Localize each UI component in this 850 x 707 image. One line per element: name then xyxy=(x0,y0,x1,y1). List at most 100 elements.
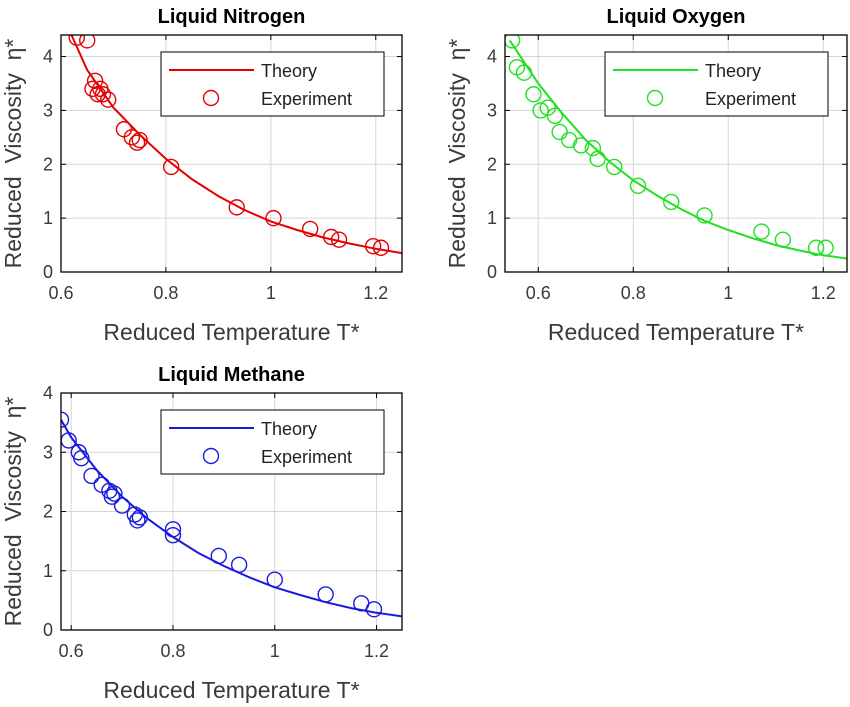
experiment-point xyxy=(100,91,117,108)
axes-frame xyxy=(60,34,403,273)
x-tick-label: 1.2 xyxy=(364,641,389,661)
x-axis-label: Reduced Temperature T* xyxy=(548,319,804,345)
chart-title: Liquid Oxygen xyxy=(607,6,746,28)
experiment-point xyxy=(123,129,141,146)
x-tick-label: 0.6 xyxy=(526,283,551,303)
y-tick-label: 1 xyxy=(43,208,53,228)
experiment-point xyxy=(807,239,825,256)
legend: Theory Experiment xyxy=(160,409,385,475)
theory-line xyxy=(70,35,402,255)
experiment-point xyxy=(317,586,334,603)
x-axis-label: Reduced Temperature T* xyxy=(103,319,359,345)
legend-label-theory: Theory xyxy=(261,419,317,439)
experiment-point xyxy=(322,228,340,246)
y-tick-label: 1 xyxy=(43,561,53,581)
experiment-point xyxy=(113,497,131,514)
experiment-point xyxy=(228,199,245,216)
chart-nitrogen: 0.6 0.8 1 1.2 0 1 2 3 4 Liquid Nitrogen Reduced Te… xyxy=(0,6,403,345)
chart-oxygen: 0.6 0.8 1 1.2 0 1 2 3 4 Liquid Oxygen Reduced Temp… xyxy=(444,6,848,345)
experiment-point xyxy=(532,102,549,119)
experiment-point xyxy=(131,509,149,526)
x-tick-label: 0.8 xyxy=(153,283,178,303)
experiment-point xyxy=(83,467,100,485)
experiment-point xyxy=(330,231,348,248)
experiment-point xyxy=(84,80,101,98)
data-layer xyxy=(505,35,847,260)
experiment-point xyxy=(817,239,834,256)
experiment-point xyxy=(525,86,542,103)
experiment-point xyxy=(103,488,121,505)
x-tick-label: 1 xyxy=(266,283,276,303)
data-layer xyxy=(68,35,402,256)
experiment-point xyxy=(86,72,104,89)
x-axis-label: Reduced Temperature T* xyxy=(103,677,359,703)
experiment-point xyxy=(572,137,590,154)
experiment-point xyxy=(61,411,70,428)
experiment-point xyxy=(131,131,148,149)
experiment-point xyxy=(663,193,680,211)
experiment-point xyxy=(696,207,713,224)
y-tick-label: 3 xyxy=(487,100,497,120)
legend-box xyxy=(160,51,385,117)
experiment-point xyxy=(753,223,770,240)
y-axis-label: Reduced Viscosity η* xyxy=(0,397,26,627)
x-tick-label: 1.2 xyxy=(811,283,836,303)
experiment-point xyxy=(606,158,623,176)
x-tick-label: 0.6 xyxy=(59,641,84,661)
experiment-point xyxy=(230,556,248,574)
y-tick-label: 2 xyxy=(43,502,53,522)
experiment-point xyxy=(505,35,521,49)
experiment-point xyxy=(210,547,227,565)
experiment-point xyxy=(546,107,564,124)
legend: Theory Experiment xyxy=(160,51,385,117)
theory-line xyxy=(508,39,847,260)
y-tick-label: 2 xyxy=(487,154,497,174)
experiment-point xyxy=(365,601,383,618)
experiment-point xyxy=(266,571,283,588)
y-tick-label: 1 xyxy=(487,208,497,228)
legend-marker-swatch xyxy=(646,89,664,107)
experiment-point xyxy=(106,485,123,502)
chart-methane: 0.6 0.8 1 1.2 0 1 2 3 4 Liquid Methane Reduced Tem… xyxy=(0,364,403,703)
experiment-point xyxy=(629,177,647,195)
legend-label-theory: Theory xyxy=(705,61,761,81)
legend-marker-swatch xyxy=(202,89,220,107)
x-tick-label: 1.2 xyxy=(363,283,388,303)
y-tick-label: 0 xyxy=(487,262,497,282)
legend-label-experiment: Experiment xyxy=(261,89,352,109)
x-tick-label: 0.6 xyxy=(48,283,73,303)
experiment-point xyxy=(372,239,390,256)
experiment-point xyxy=(265,209,282,227)
experiment-point xyxy=(584,139,602,157)
experiment-point xyxy=(129,512,146,529)
experiment-point xyxy=(589,150,606,168)
x-tick-label: 0.8 xyxy=(160,641,185,661)
experiment-point xyxy=(164,527,182,544)
x-tick-label: 1 xyxy=(270,641,280,661)
experiment-point xyxy=(79,35,96,49)
experiment-point xyxy=(164,521,182,538)
y-tick-label: 0 xyxy=(43,262,53,282)
experiment-point xyxy=(551,123,568,141)
chart-title: Liquid Methane xyxy=(158,364,305,386)
axes-frame xyxy=(504,34,848,273)
y-tick-label: 0 xyxy=(43,620,53,640)
y-tick-label: 4 xyxy=(487,47,497,67)
experiment-point xyxy=(301,220,319,238)
y-axis-label: Reduced Viscosity η* xyxy=(444,39,470,269)
experiment-point xyxy=(515,64,533,81)
chart-title: Liquid Nitrogen xyxy=(158,6,306,28)
x-tick-label: 0.8 xyxy=(621,283,646,303)
x-tick-label: 1 xyxy=(723,283,733,303)
experiment-point xyxy=(68,35,85,46)
legend: Theory Experiment xyxy=(604,51,829,117)
experiment-point xyxy=(94,86,112,103)
legend-label-experiment: Experiment xyxy=(705,89,796,109)
y-tick-label: 2 xyxy=(43,154,53,174)
legend-label-experiment: Experiment xyxy=(261,447,352,467)
experiment-point xyxy=(73,449,90,467)
experiment-point xyxy=(364,237,382,255)
y-tick-label: 3 xyxy=(43,442,53,462)
legend-box xyxy=(160,409,385,475)
